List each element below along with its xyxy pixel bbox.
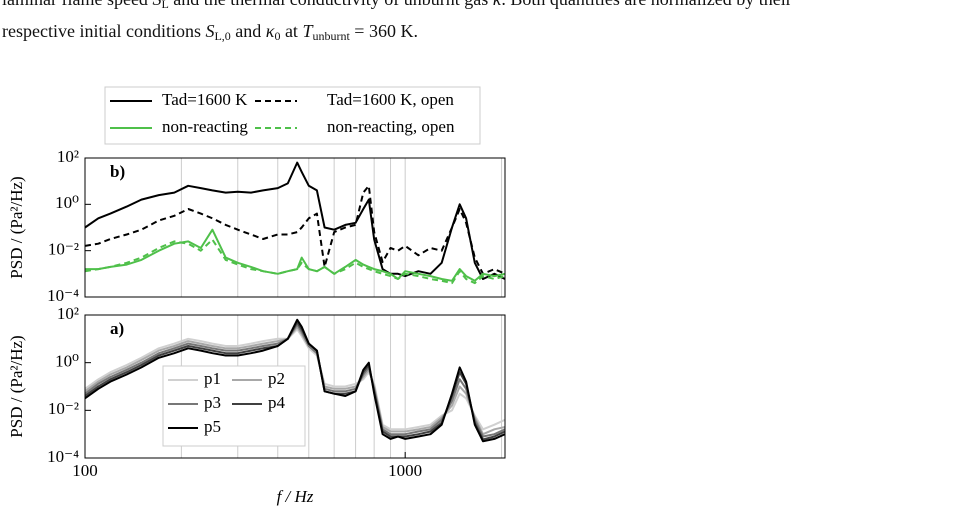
text-segment: at [280,21,303,41]
y-tick-label: 10⁰ [55,352,79,371]
text-segment: unburnt [312,29,350,43]
series-line [85,161,505,280]
y-tick-label: 10⁰ [55,193,79,212]
text-segment: = 360 K. [349,21,418,41]
x-tick-label: 100 [72,461,98,480]
plot-lines [85,161,505,285]
legend-label: Tad=1600 K [162,90,248,109]
text-segment: κ [265,21,275,41]
text-line: respective initial conditions SL,0 and κ… [2,18,792,50]
legend-label: Tad=1600 K, open [327,90,454,109]
text-segment: L,0 [214,29,231,43]
text-segment: and [230,21,266,41]
text-segment: 0 [274,29,281,43]
legend-label: non-reacting [162,117,248,136]
legend-label: p4 [268,393,286,412]
text-segment: S [152,0,161,9]
series-line [85,238,505,285]
y-tick-label: 10⁻⁴ [47,286,79,305]
y-axis-label: PSD / (Pa²/Hz) [7,335,26,437]
text-segment: laminar flame speed [2,0,152,9]
paragraph: laminar flame speed SL and the thermal c… [2,0,792,50]
x-tick-label: 1000 [388,461,422,480]
series-line [85,228,505,282]
legend-box [104,86,481,145]
legend-label: p1 [204,369,221,388]
series-line [85,318,505,443]
y-tick-label: 10⁻² [48,399,79,418]
x-axis-label: f / Hz [277,487,314,506]
text-segment: L [161,0,169,11]
text-segment: respective initial conditions [2,21,206,41]
y-tick-label: 10⁻⁴ [47,447,79,466]
series-line [85,184,505,275]
legend-label: non-reacting, open [327,117,455,136]
plot-lines [85,318,505,443]
y-tick-label: 10² [57,147,79,166]
panel-label: a) [110,319,124,338]
plot-frame [84,157,506,298]
text-segment: κ [493,0,502,9]
text-segment: and the thermal conductivity of unburnt … [169,0,493,9]
panel-label: b) [110,162,125,181]
legend-label: p5 [204,417,221,436]
legend-label: p3 [204,393,221,412]
y-axis-label: PSD / (Pa²/Hz) [7,176,26,278]
text-segment: . Both quantities are normalized by thei… [501,0,791,9]
text-segment: T [302,21,313,41]
text-segment: S [205,21,215,41]
plot-frame [84,314,506,459]
y-tick-label: 10² [57,304,79,323]
text-line: laminar flame speed SL and the thermal c… [2,0,792,18]
y-tick-label: 10⁻² [48,240,79,259]
legend-label: p2 [268,369,285,388]
